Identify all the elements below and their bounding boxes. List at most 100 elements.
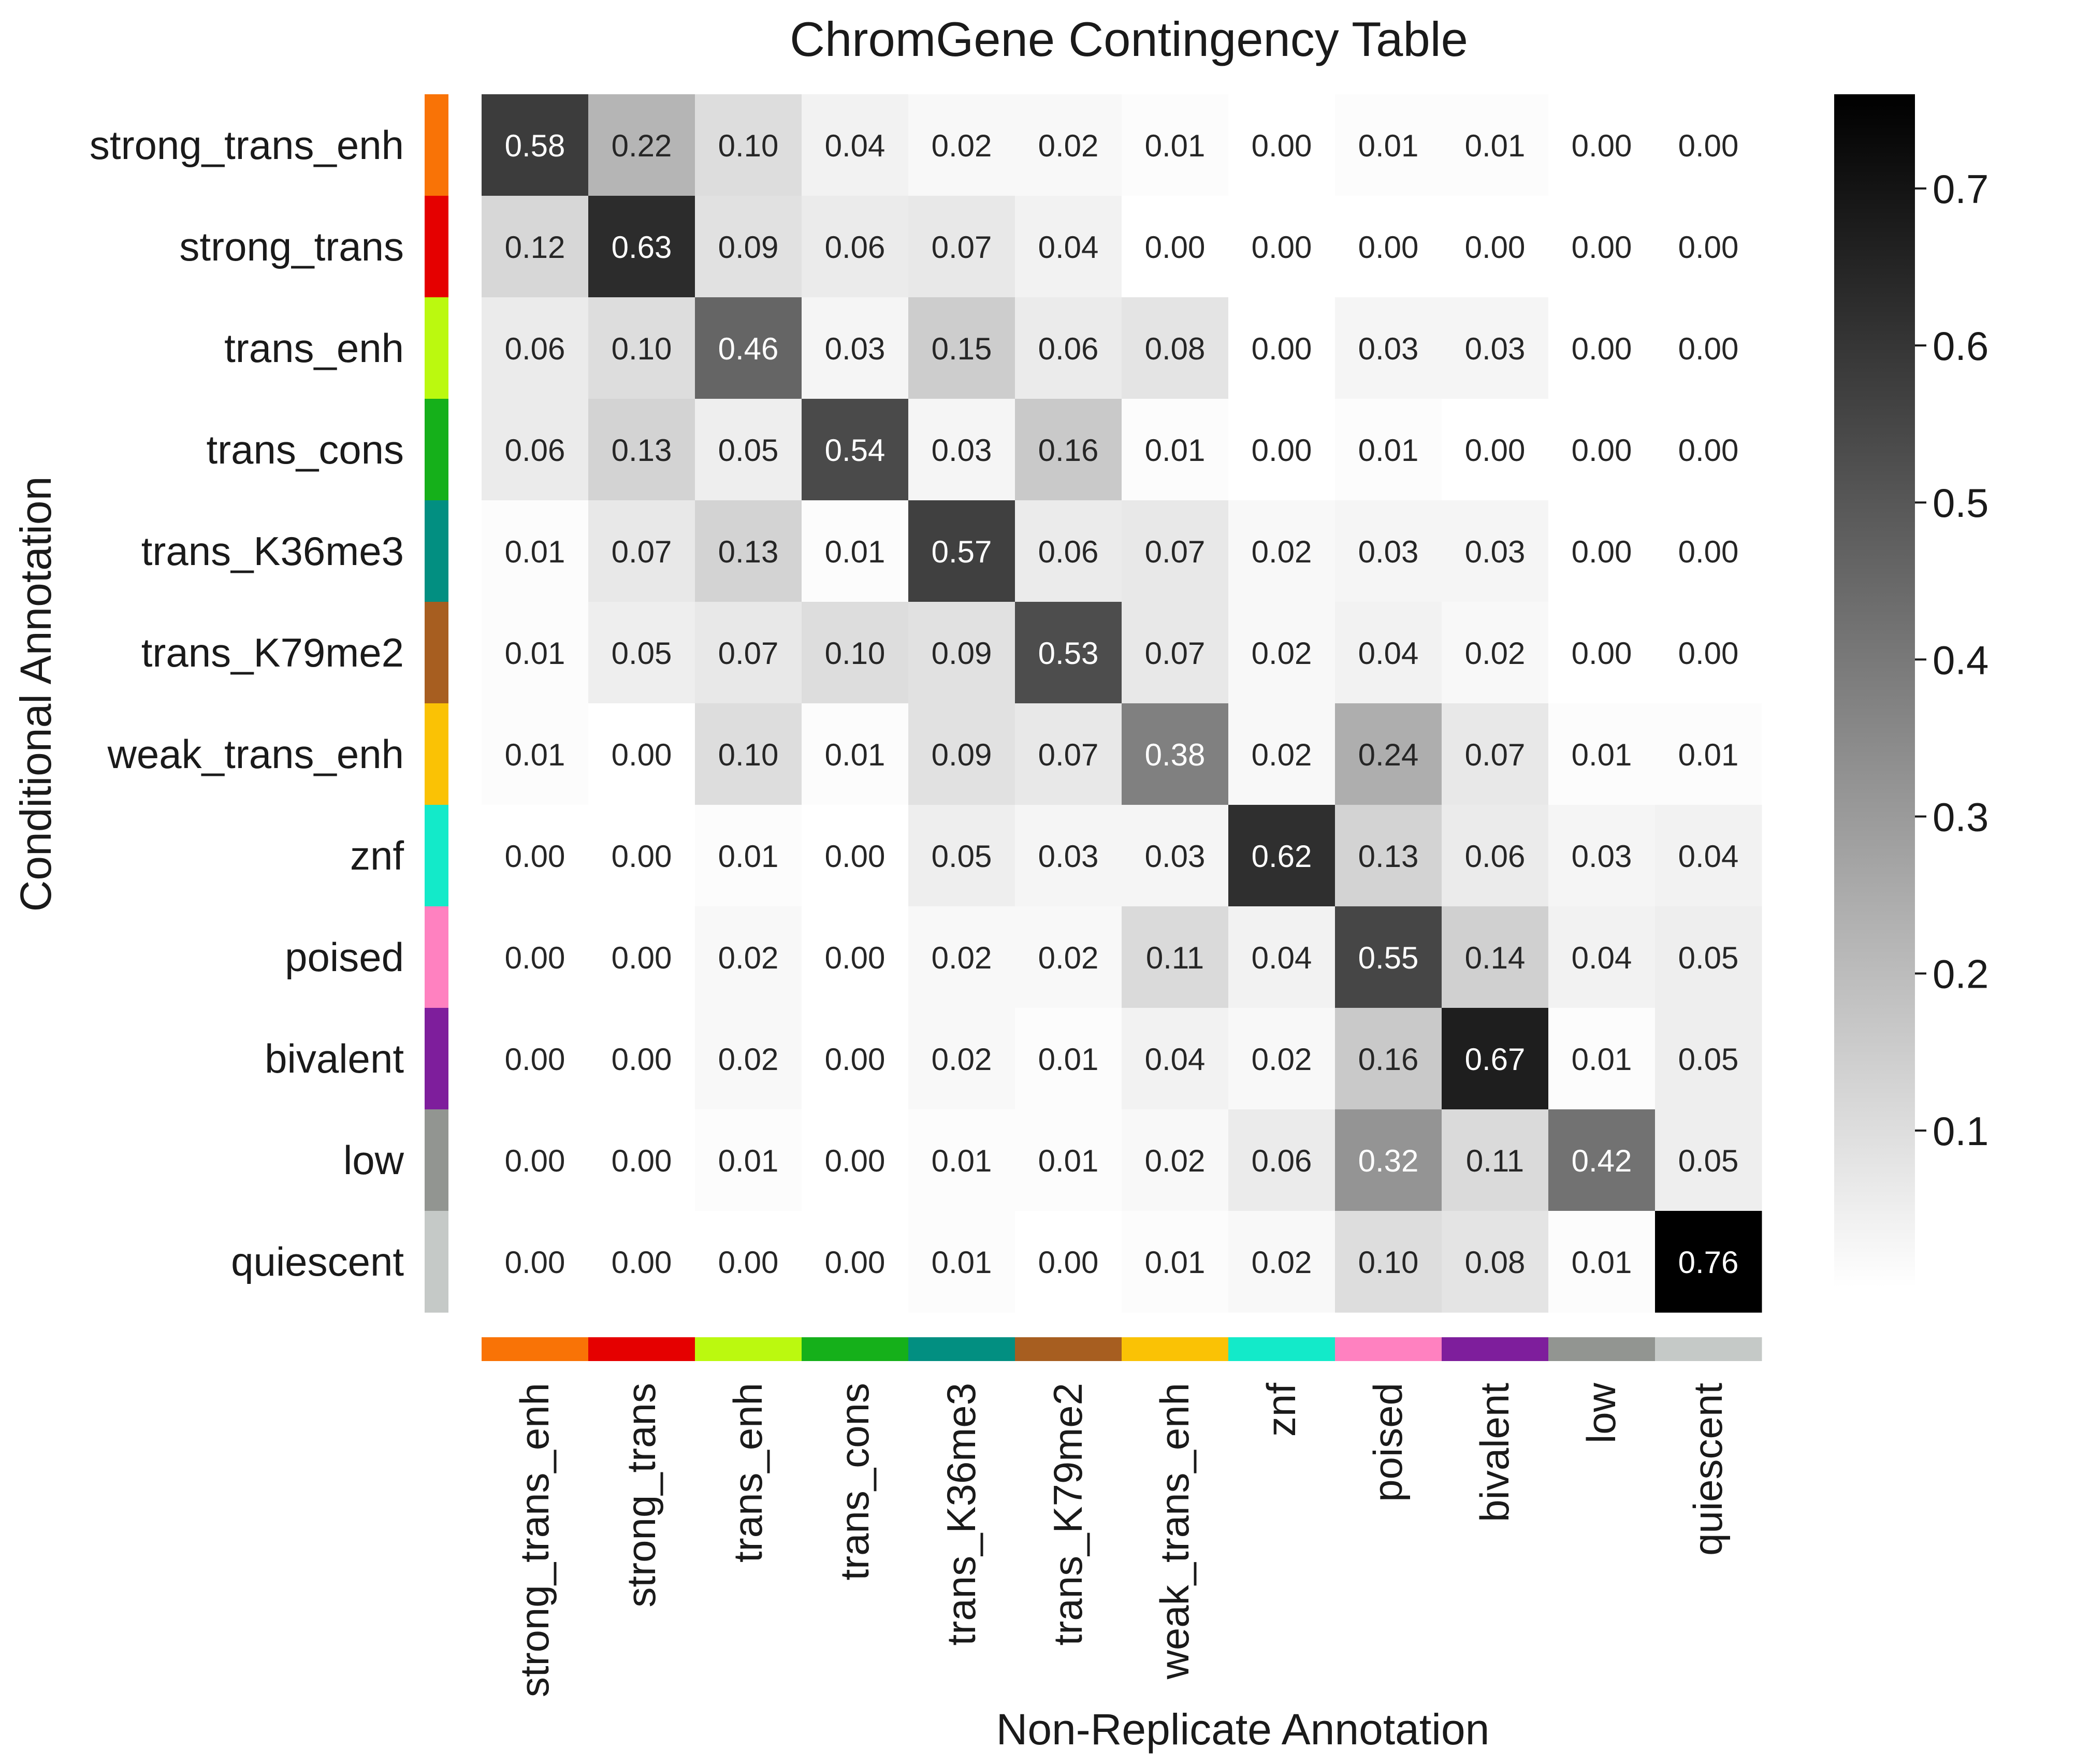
cell-value-label: 0.00 bbox=[505, 1245, 565, 1280]
cell-value-label: 0.01 bbox=[505, 738, 565, 772]
heatmap-cell bbox=[1442, 703, 1549, 805]
heatmap-cell bbox=[482, 1211, 589, 1313]
heatmap-cell bbox=[802, 500, 909, 602]
heatmap-cell bbox=[1015, 399, 1122, 501]
column-label: poised bbox=[1365, 1383, 1411, 1502]
heatmap-cell bbox=[482, 1008, 589, 1110]
cell-value-label: 0.04 bbox=[1572, 941, 1632, 975]
column-color-swatch bbox=[1548, 1337, 1656, 1361]
heatmap-cell bbox=[1442, 94, 1549, 196]
column-label: bivalent bbox=[1472, 1383, 1517, 1522]
cell-value-label: 0.03 bbox=[932, 433, 992, 468]
heatmap-cell bbox=[482, 602, 589, 704]
heatmap-cell bbox=[1122, 1109, 1229, 1211]
cell-value-label: 0.01 bbox=[1678, 738, 1739, 772]
row-label: trans_cons bbox=[206, 427, 404, 472]
heatmap-cell bbox=[1442, 805, 1549, 907]
column-color-swatch bbox=[1655, 1337, 1762, 1361]
heatmap-cell bbox=[695, 500, 802, 602]
heatmap-cells bbox=[482, 94, 1762, 1313]
heatmap-cell bbox=[1122, 602, 1229, 704]
heatmap-cell bbox=[1442, 1109, 1549, 1211]
heatmap-cell bbox=[1122, 500, 1229, 602]
colorbar-tick-label: 0.3 bbox=[1933, 794, 1988, 840]
cell-value-label: 0.00 bbox=[1572, 331, 1632, 366]
heatmap-cell bbox=[908, 602, 1015, 704]
heatmap-cell bbox=[695, 906, 802, 1008]
cell-value-label: 0.02 bbox=[718, 941, 779, 975]
cell-value-label: 0.16 bbox=[1358, 1042, 1419, 1077]
heatmap-cell bbox=[1228, 906, 1335, 1008]
heatmap-cell bbox=[1015, 1008, 1122, 1110]
row-label: weak_trans_enh bbox=[107, 731, 404, 777]
column-label: trans_K36me3 bbox=[938, 1383, 984, 1645]
heatmap-cell bbox=[695, 805, 802, 907]
cell-value-label: 0.24 bbox=[1358, 738, 1419, 772]
heatmap-cell bbox=[1228, 602, 1335, 704]
cell-value-label: 0.08 bbox=[1465, 1245, 1526, 1280]
cell-value-label: 0.01 bbox=[1572, 1245, 1632, 1280]
heatmap-cell bbox=[1122, 399, 1229, 501]
heatmap-cell bbox=[588, 399, 695, 501]
heatmap-cell bbox=[802, 1109, 909, 1211]
cell-value-label: 0.02 bbox=[1145, 1144, 1206, 1178]
heatmap-cell bbox=[588, 297, 695, 399]
cell-value-label: 0.06 bbox=[505, 331, 565, 366]
heatmap-cell bbox=[1228, 1109, 1335, 1211]
cell-value-label: 0.07 bbox=[1145, 636, 1206, 671]
heatmap-cell bbox=[1335, 297, 1442, 399]
chart-title: ChromGene Contingency Table bbox=[790, 12, 1468, 66]
heatmap-cell bbox=[1548, 500, 1656, 602]
heatmap-cell bbox=[1548, 703, 1656, 805]
heatmap-cell bbox=[695, 1109, 802, 1211]
cell-value-label: 0.01 bbox=[1145, 1245, 1206, 1280]
heatmap-cell bbox=[588, 703, 695, 805]
heatmap-cell bbox=[1335, 196, 1442, 298]
cell-value-label: 0.00 bbox=[505, 1042, 565, 1077]
heatmap-cell bbox=[802, 94, 909, 196]
cell-value-label: 0.01 bbox=[505, 534, 565, 569]
cell-value-label: 0.03 bbox=[1358, 534, 1419, 569]
column-label: quiescent bbox=[1685, 1383, 1731, 1556]
row-color-strip bbox=[425, 94, 448, 1313]
heatmap-cell bbox=[908, 1008, 1015, 1110]
cell-value-label: 0.32 bbox=[1358, 1144, 1419, 1178]
cell-value-label: 0.07 bbox=[1145, 534, 1206, 569]
heatmap-cell bbox=[1335, 703, 1442, 805]
cell-value-label: 0.05 bbox=[1678, 1042, 1739, 1077]
cell-value-label: 0.00 bbox=[825, 839, 885, 874]
cell-value-label: 0.00 bbox=[1038, 1245, 1099, 1280]
cell-value-label: 0.07 bbox=[1465, 738, 1526, 772]
cell-value-label: 0.02 bbox=[1252, 534, 1312, 569]
cell-value-label: 0.05 bbox=[1678, 1144, 1739, 1178]
cell-value-label: 0.11 bbox=[1466, 1144, 1524, 1178]
colorbar-tick-label: 0.1 bbox=[1933, 1108, 1988, 1154]
heatmap-cell bbox=[1335, 399, 1442, 501]
heatmap-cell bbox=[1655, 196, 1762, 298]
cell-value-label: 0.15 bbox=[932, 331, 992, 366]
column-color-swatch bbox=[1122, 1337, 1229, 1361]
heatmap-cell bbox=[802, 1008, 909, 1110]
column-label: trans_enh bbox=[725, 1383, 771, 1563]
heatmap-cell bbox=[695, 602, 802, 704]
cell-value-label: 0.10 bbox=[612, 331, 672, 366]
heatmap-cell bbox=[1015, 1211, 1122, 1313]
heatmap-cell bbox=[802, 1211, 909, 1313]
cell-value-label: 0.01 bbox=[1572, 1042, 1632, 1077]
heatmap-cell bbox=[1122, 1211, 1229, 1313]
column-color-swatch bbox=[1335, 1337, 1442, 1361]
heatmap-cell bbox=[1442, 399, 1549, 501]
cell-value-label: 0.03 bbox=[1038, 839, 1099, 874]
heatmap-cell bbox=[1655, 500, 1762, 602]
heatmap-cell bbox=[1015, 94, 1122, 196]
row-color-swatch bbox=[425, 1211, 448, 1313]
row-color-swatch bbox=[425, 196, 448, 298]
heatmap-cell bbox=[1655, 805, 1762, 907]
heatmap-cell bbox=[1122, 805, 1229, 907]
row-color-swatch bbox=[425, 297, 448, 399]
cell-value-label: 0.00 bbox=[612, 738, 672, 772]
heatmap-cell bbox=[1122, 906, 1229, 1008]
cell-value-label: 0.13 bbox=[612, 433, 672, 468]
column-color-swatch bbox=[695, 1337, 802, 1361]
cell-value-label: 0.00 bbox=[1145, 230, 1206, 265]
